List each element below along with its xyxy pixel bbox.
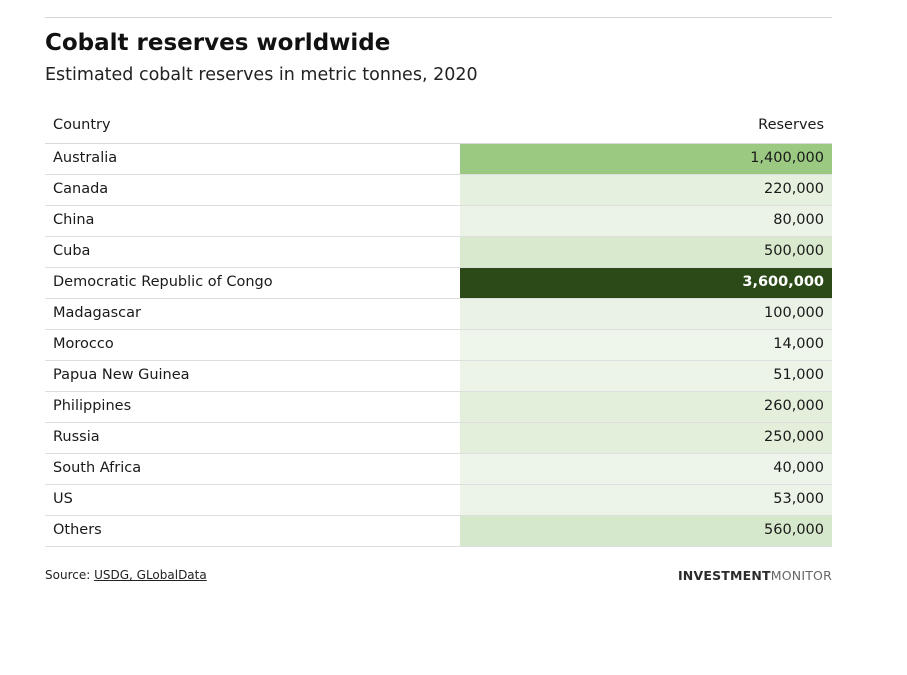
table-row: Madagascar 100,000	[45, 299, 832, 330]
reserves-heat-cell: 1,400,000	[460, 144, 832, 174]
table-row: Russia 250,000	[45, 423, 832, 454]
reserves-value: 250,000	[764, 429, 824, 445]
table-body: Australia 1,400,000 Canada 220,000 China 80,0…	[45, 144, 832, 547]
table-row: Australia 1,400,000	[45, 144, 832, 175]
reserves-value: 3,600,000	[742, 274, 824, 290]
reserves-heat-cell: 260,000	[460, 392, 832, 422]
country-cell: Russia	[53, 429, 100, 445]
reserves-value: 500,000	[764, 243, 824, 259]
reserves-heat-cell: 40,000	[460, 454, 832, 484]
country-cell: Others	[53, 522, 102, 538]
reserves-value: 260,000	[764, 398, 824, 414]
table-row: US 53,000	[45, 485, 832, 516]
reserves-value: 1,400,000	[750, 150, 824, 166]
country-cell: Democratic Republic of Congo	[53, 274, 273, 290]
reserves-value: 560,000	[764, 522, 824, 538]
reserves-value: 100,000	[764, 305, 824, 321]
reserves-heat-cell: 250,000	[460, 423, 832, 453]
table-row: Cuba 500,000	[45, 237, 832, 268]
reserves-value: 220,000	[764, 181, 824, 197]
source-label: Source:	[45, 568, 95, 582]
table-row: Philippines 260,000	[45, 392, 832, 423]
source-note: Source: USDG, GLobalData	[45, 568, 207, 582]
reserves-heat-cell: 3,600,000	[460, 268, 832, 298]
country-cell: Australia	[53, 150, 118, 166]
column-header-reserves[interactable]: Reserves	[758, 117, 824, 133]
country-cell: China	[53, 212, 95, 228]
country-cell: South Africa	[53, 460, 142, 476]
reserves-value: 53,000	[773, 491, 824, 507]
column-header-country[interactable]: Country	[53, 117, 111, 133]
reserves-heat-cell: 51,000	[460, 361, 832, 391]
reserves-value: 40,000	[773, 460, 824, 476]
top-divider	[45, 17, 832, 18]
reserves-heat-cell: 220,000	[460, 175, 832, 205]
chart-subtitle: Estimated cobalt reserves in metric tonn…	[45, 65, 478, 85]
table-row: Canada 220,000	[45, 175, 832, 206]
country-cell: Morocco	[53, 336, 114, 352]
country-cell: Canada	[53, 181, 109, 197]
reserves-table: Country Reserves Australia 1,400,000 Canad…	[45, 109, 832, 547]
source-link[interactable]: USDG, GLobalData	[94, 568, 207, 582]
table-row: South Africa 40,000	[45, 454, 832, 485]
country-cell: Madagascar	[53, 305, 141, 321]
table-row: Papua New Guinea 51,000	[45, 361, 832, 392]
logo-text-investment: INVESTMENT	[677, 568, 771, 583]
country-cell: Papua New Guinea	[53, 367, 190, 383]
reserves-heat-cell: 560,000	[460, 516, 832, 546]
table-row: Others 560,000	[45, 516, 832, 547]
investment-monitor-logo[interactable]: INVESTMENTMONITOR	[678, 568, 832, 583]
table-header: Country Reserves	[45, 109, 832, 144]
country-cell: Philippines	[53, 398, 132, 414]
chart-title: Cobalt reserves worldwide	[45, 30, 391, 56]
reserves-heat-cell: 53,000	[460, 485, 832, 515]
country-cell: US	[53, 491, 73, 507]
reserves-heat-cell: 14,000	[460, 330, 832, 360]
reserves-value: 14,000	[773, 336, 824, 352]
reserves-value: 80,000	[773, 212, 824, 228]
reserves-heat-cell: 500,000	[460, 237, 832, 267]
table-row: China 80,000	[45, 206, 832, 237]
reserves-heat-cell: 100,000	[460, 299, 832, 329]
logo-text-monitor: MONITOR	[770, 568, 832, 583]
table-row: Democratic Republic of Congo 3,600,000	[45, 268, 832, 299]
reserves-value: 51,000	[773, 367, 824, 383]
table-row: Morocco 14,000	[45, 330, 832, 361]
reserves-heat-cell: 80,000	[460, 206, 832, 236]
country-cell: Cuba	[53, 243, 91, 259]
